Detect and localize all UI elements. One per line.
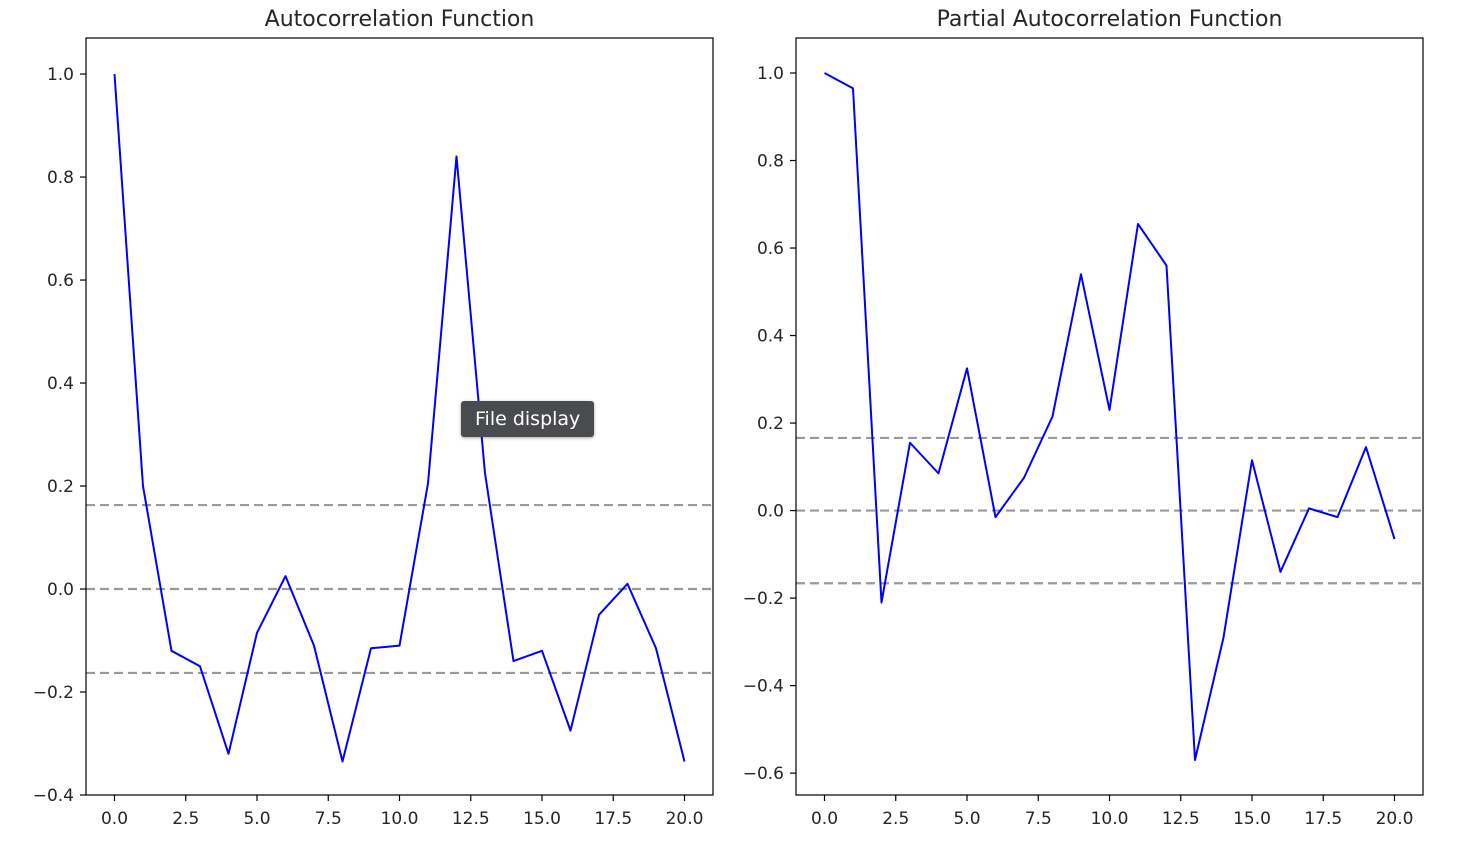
chart-1-y-tick-label-7: 0.8 [757, 152, 784, 172]
chart-0-x-tick-label-8: 20.0 [666, 809, 704, 829]
chart-1-y-tick-label-3: 0.0 [757, 502, 784, 522]
chart-1: Partial Autocorrelation Function 0.0 2.5 5.… [743, 7, 1424, 829]
chart-0: Autocorrelation Function 0.0 2.5 5.0 7.5 10.0… [33, 7, 714, 829]
chart-1-x-tick-label-4: 10.0 [1091, 809, 1129, 829]
chart-1-y-tick-label-5: 0.4 [757, 327, 784, 347]
chart-1-y-tick-label-0: −0.6 [743, 764, 784, 784]
chart-1-y-tick-label-2: −0.2 [743, 589, 784, 609]
chart-0-x-tick-label-0: 0.0 [101, 809, 128, 829]
chart-0-y-tick-label-0: −0.4 [33, 786, 74, 806]
chart-1-y-tick-label-4: 0.2 [757, 414, 784, 434]
chart-0-x-tick-label-4: 10.0 [381, 809, 419, 829]
chart-0-y-tick-label-7: 1.0 [47, 65, 74, 85]
chart-0-y-tick-label-3: 0.2 [47, 477, 74, 497]
chart-0-y-tick-label-4: 0.4 [47, 374, 74, 394]
chart-0-y-tick-label-1: −0.2 [33, 683, 74, 703]
chart-1-x-tick-label-8: 20.0 [1376, 809, 1414, 829]
chart-0-y-tick-label-5: 0.6 [47, 271, 74, 291]
chart-0-x-tick-label-6: 15.0 [523, 809, 561, 829]
chart-1-x-tick-label-5: 12.5 [1162, 809, 1200, 829]
chart-1-y-tick-label-8: 1.0 [757, 64, 784, 84]
chart-1-x-tick-label-1: 2.5 [882, 809, 909, 829]
chart-0-y-tick-label-6: 0.8 [47, 168, 74, 188]
chart-0-x-tick-label-3: 7.5 [315, 809, 342, 829]
file-display-tooltip: File display [461, 401, 595, 437]
chart-1-x-tick-label-0: 0.0 [811, 809, 838, 829]
chart-1-x-tick-label-6: 15.0 [1233, 809, 1271, 829]
chart-0-y-tick-label-2: 0.0 [47, 580, 74, 600]
chart-1-y-tick-label-1: −0.4 [743, 677, 784, 697]
chart-1-x-tick-label-7: 17.5 [1304, 809, 1342, 829]
chart-1-series-line-0 [824, 72, 1396, 761]
chart-0-axes-frame [85, 37, 714, 796]
chart-1-y-tick-label-6: 0.6 [757, 239, 784, 259]
chart-0-x-tick-label-1: 2.5 [172, 809, 199, 829]
chart-0-x-tick-label-2: 5.0 [243, 809, 270, 829]
chart-1-x-tick-label-2: 5.0 [953, 809, 980, 829]
chart-0-title: Autocorrelation Function [265, 7, 535, 32]
chart-1-title: Partial Autocorrelation Function [937, 7, 1283, 32]
chart-0-series-line-0 [113, 73, 686, 763]
chart-1-axes-frame [795, 37, 1424, 796]
chart-0-x-tick-label-7: 17.5 [594, 809, 632, 829]
chart-0-x-tick-label-5: 12.5 [452, 809, 490, 829]
chart-1-x-tick-label-3: 7.5 [1025, 809, 1052, 829]
